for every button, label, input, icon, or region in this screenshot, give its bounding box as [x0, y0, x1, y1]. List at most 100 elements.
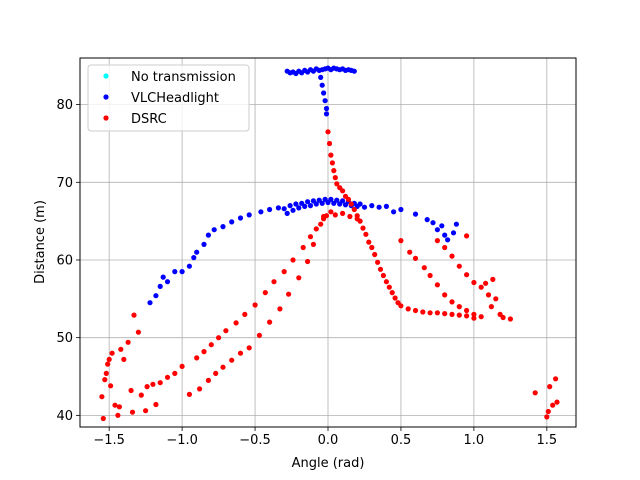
point-dsrc: [398, 238, 404, 244]
x-tick-label: 0.5: [391, 433, 412, 448]
point-dsrc: [131, 312, 137, 318]
point-dsrc: [290, 257, 296, 263]
point-dsrc: [332, 212, 338, 218]
point-dsrc: [313, 226, 319, 232]
point-dsrc: [326, 140, 333, 147]
point-dsrc: [100, 415, 106, 422]
point-dsrc: [153, 401, 159, 408]
x-tick-label: −1.0: [166, 433, 198, 448]
y-tick-label: 70: [56, 176, 73, 191]
point-dsrc: [216, 335, 222, 341]
point-dsrc: [267, 319, 273, 325]
point-dsrc: [545, 408, 551, 415]
point-dsrc: [286, 291, 292, 297]
y-tick-label: 40: [56, 409, 73, 424]
point-dsrc: [347, 213, 353, 220]
point-dsrc: [102, 377, 108, 383]
point-dsrc: [442, 311, 448, 317]
point-vlcheadlight: [340, 198, 346, 204]
point-dsrc: [392, 295, 398, 301]
point-dsrc: [500, 314, 506, 321]
point-dsrc: [507, 316, 513, 322]
point-dsrc: [421, 265, 427, 271]
point-dsrc: [380, 272, 386, 279]
point-vlcheadlight: [319, 200, 325, 206]
point-vlcheadlight: [323, 111, 330, 117]
point-vlcheadlight: [287, 203, 293, 209]
point-dsrc: [532, 390, 538, 396]
legend-box: [87, 64, 250, 132]
point-dsrc: [471, 311, 477, 317]
point-vlcheadlight: [258, 209, 264, 215]
legend-marker-dsrc: [103, 115, 109, 121]
x-axis-ticks: −1.5 −1.0 −0.5 0.0 0.5 1.0 1.5: [93, 427, 557, 448]
point-dsrc: [271, 279, 277, 285]
point-dsrc: [383, 279, 389, 285]
point-dsrc: [256, 332, 262, 338]
point-dsrc: [237, 350, 244, 356]
point-dsrc: [363, 231, 369, 237]
point-dsrc: [233, 320, 239, 326]
point-dsrc: [375, 259, 381, 265]
point-dsrc: [172, 370, 178, 376]
point-dsrc: [310, 241, 316, 247]
point-vlcheadlight: [323, 105, 330, 112]
point-dsrc: [360, 225, 366, 231]
point-dsrc: [112, 402, 118, 408]
point-dsrc: [485, 292, 492, 298]
point-vlcheadlight: [293, 201, 299, 207]
legend-label-vlcheadlight: VLCHeadlight: [131, 91, 219, 106]
point-dsrc: [449, 253, 455, 259]
point-dsrc: [128, 387, 134, 394]
point-dsrc: [547, 384, 553, 390]
point-dsrc: [229, 357, 235, 363]
point-dsrc: [442, 244, 448, 251]
point-vlcheadlight: [369, 203, 375, 209]
x-axis-label: Angle (rad): [292, 456, 365, 471]
y-tick-label: 60: [56, 253, 73, 268]
point-dsrc: [318, 221, 324, 227]
point-dsrc: [427, 272, 433, 279]
point-vlcheadlight: [313, 201, 319, 207]
point-dsrc: [456, 312, 462, 318]
point-dsrc: [194, 355, 200, 361]
point-dsrc: [412, 307, 419, 314]
point-dsrc: [144, 384, 150, 390]
point-dsrc: [449, 299, 455, 305]
point-vlcheadlight: [319, 82, 325, 88]
point-vlcheadlight: [376, 204, 382, 210]
point-dsrc: [164, 374, 171, 380]
point-dsrc: [321, 213, 327, 220]
point-dsrc: [348, 201, 354, 207]
point-dsrc: [125, 339, 131, 345]
point-dsrc: [331, 168, 337, 174]
legend: No transmission VLCHeadlight DSRC: [87, 64, 250, 132]
point-dsrc: [223, 328, 229, 334]
point-dsrc: [242, 311, 248, 317]
point-dsrc: [135, 329, 141, 335]
point-dsrc: [550, 402, 556, 408]
point-dsrc: [150, 381, 156, 387]
point-dsrc: [483, 280, 489, 286]
point-dsrc: [118, 346, 124, 352]
point-dsrc: [464, 313, 470, 319]
point-dsrc: [544, 414, 550, 420]
y-tick-label: 80: [56, 98, 73, 113]
point-vlcheadlight: [246, 212, 252, 218]
point-dsrc: [434, 310, 440, 316]
point-dsrc: [143, 408, 149, 414]
point-dsrc: [129, 409, 136, 415]
point-dsrc: [296, 275, 302, 281]
point-dsrc: [220, 364, 226, 370]
point-vlcheadlight: [211, 227, 217, 233]
point-vlcheadlight: [453, 221, 459, 227]
legend-marker-vlcheadlight: [103, 94, 109, 100]
point-vlcheadlight: [321, 90, 327, 96]
point-vlcheadlight: [157, 283, 163, 289]
y-tick-label: 50: [56, 331, 73, 346]
point-dsrc: [332, 175, 338, 181]
point-dsrc: [121, 356, 127, 362]
point-vlcheadlight: [160, 274, 166, 280]
point-dsrc: [464, 233, 470, 239]
point-vlcheadlight: [445, 237, 451, 243]
